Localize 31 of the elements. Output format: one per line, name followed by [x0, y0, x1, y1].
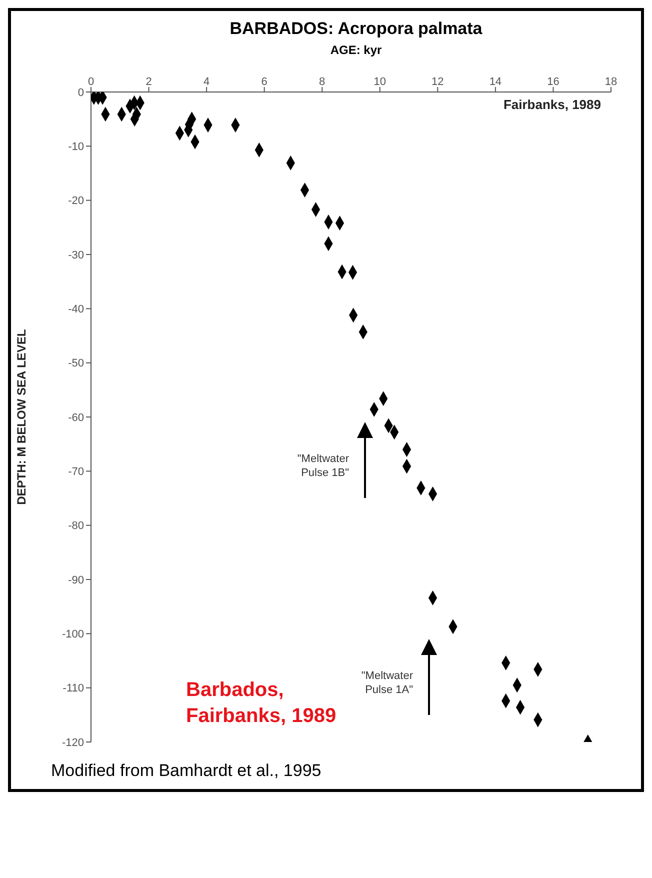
x-tick-label: 10 [374, 76, 386, 88]
y-tick-label: -70 [68, 466, 84, 478]
x-tick-label: 2 [146, 76, 152, 88]
y-tick-label: -50 [68, 358, 84, 370]
y-tick-label: -10 [68, 141, 84, 154]
x-tick-label: 0 [88, 76, 94, 88]
y-tick-label: -30 [68, 249, 84, 262]
annotation: "Meltwater Pulse 1A" [361, 670, 414, 696]
x-axis-title: AGE: kyr [329, 43, 383, 57]
annotation: Barbados, Fairbanks, 1989 [186, 678, 336, 729]
y-tick-label: -90 [68, 574, 84, 586]
x-tick-label: 4 [203, 76, 210, 88]
x-tick-label: 6 [261, 76, 268, 88]
text: Modified from Bamhardt et al., 1995 [50, 760, 322, 782]
x-tick-label: 18 [604, 76, 618, 88]
y-tick-label: -20 [68, 195, 84, 208]
y-tick-label: -60 [68, 412, 84, 424]
x-tick-label: 8 [319, 76, 326, 88]
y-tick-label: -40 [68, 304, 84, 316]
y-tick-label: -100 [62, 628, 84, 641]
x-tick-label: 14 [489, 76, 502, 88]
annotation: Fairbanks, 1989 [503, 97, 601, 112]
y-tick-label: -80 [68, 520, 84, 532]
y-tick-label: 0 [78, 86, 84, 99]
annotation: "Meltwater Pulse 1B" [297, 453, 350, 479]
y-tick-label: -120 [62, 736, 84, 749]
y-axis-title: DEPTH: M BELOW SEA LEVEL [14, 329, 28, 505]
y-tick-label: -110 [62, 682, 84, 695]
x-tick-label: 16 [547, 76, 560, 88]
x-tick-label: 12 [432, 76, 444, 88]
chart-title: BARBADOS: Acropora palmata [228, 19, 484, 39]
